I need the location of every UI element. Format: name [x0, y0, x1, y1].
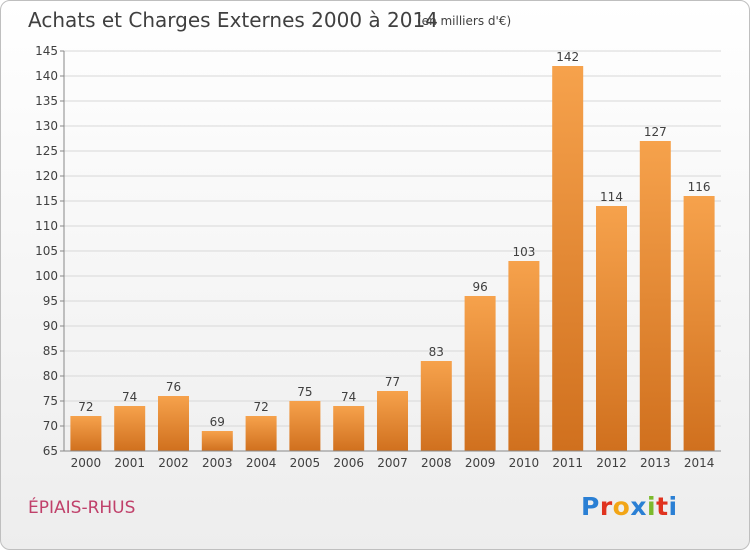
bar	[508, 261, 540, 451]
chart-title: Achats et Charges Externes 2000 à 2014	[28, 8, 438, 32]
y-tick-label: 135	[35, 94, 58, 108]
data-label: 83	[429, 345, 444, 359]
bar	[420, 361, 452, 451]
x-tick-label: 2002	[158, 456, 189, 470]
bars	[70, 66, 715, 451]
logo-letter: i	[647, 492, 657, 521]
y-tick-label: 120	[35, 169, 58, 183]
data-label: 77	[385, 375, 400, 389]
y-tick-label: 125	[35, 144, 58, 158]
bar	[464, 296, 496, 451]
data-label: 142	[556, 50, 579, 64]
data-label: 96	[472, 280, 487, 294]
x-tick-label: 2008	[421, 456, 452, 470]
logo-letter: x	[630, 492, 647, 521]
logo-letter: o	[612, 492, 631, 521]
data-label: 114	[600, 190, 623, 204]
y-tick-label: 140	[35, 69, 58, 83]
bar	[377, 391, 408, 451]
proxiti-logo: Proxiti	[581, 492, 678, 521]
y-tick-label: 95	[43, 294, 58, 308]
x-tick-label: 2014	[684, 456, 715, 470]
y-tick-label: 100	[35, 269, 58, 283]
y-tick-label: 80	[43, 369, 58, 383]
x-tick-label: 2011	[552, 456, 583, 470]
bar	[596, 206, 627, 451]
data-label: 72	[253, 400, 268, 414]
chart-subtitle: (en milliers d'€)	[417, 14, 512, 28]
x-tick-label: 2009	[465, 456, 496, 470]
x-tick-label: 2003	[202, 456, 233, 470]
y-tick-label: 65	[43, 444, 58, 458]
data-label: 116	[688, 180, 711, 194]
data-label: 76	[166, 380, 181, 394]
data-label: 74	[122, 390, 137, 404]
y-tick-label: 70	[43, 419, 58, 433]
logo-letter: r	[599, 492, 613, 521]
bar	[683, 196, 715, 451]
y-tick-label: 145	[35, 44, 58, 58]
bar	[70, 416, 102, 451]
y-tick-label: 75	[43, 394, 58, 408]
bar	[158, 396, 189, 451]
x-tick-label: 2013	[640, 456, 671, 470]
bar	[201, 431, 233, 451]
data-label: 72	[78, 400, 93, 414]
y-tick-label: 85	[43, 344, 58, 358]
x-tick-label: 2012	[596, 456, 627, 470]
x-tick-label: 2000	[71, 456, 102, 470]
y-tick-label: 130	[35, 119, 58, 133]
bar	[245, 416, 277, 451]
bar	[114, 406, 146, 451]
x-tick-label: 2007	[377, 456, 408, 470]
commune-name: ÉPIAIS-RHUS	[28, 498, 136, 518]
x-tick-label: 2010	[509, 456, 540, 470]
labels: 72 2000 74 2001 76 2002 69 2003 72 2004 75 2005 74 20…	[71, 50, 715, 470]
data-label: 74	[341, 390, 356, 404]
y-tick-label: 115	[35, 194, 58, 208]
y-tick-label: 110	[35, 219, 58, 233]
logo-letter: i	[668, 492, 678, 521]
data-label: 75	[297, 385, 312, 399]
bar	[289, 401, 321, 451]
x-tick-label: 2001	[114, 456, 145, 470]
x-tick-label: 2004	[246, 456, 277, 470]
data-label: 127	[644, 125, 667, 139]
logo-letter: t	[656, 492, 669, 521]
axes: 65 70 75 80 85 90 95 100 105 110 115 120 125 130 135 14…	[35, 44, 721, 458]
data-label: 69	[210, 415, 225, 429]
x-tick-label: 2005	[290, 456, 321, 470]
bar	[639, 141, 671, 451]
y-tick-label: 105	[35, 244, 58, 258]
logo-letter: P	[581, 492, 600, 521]
x-tick-label: 2006	[333, 456, 364, 470]
bar	[552, 66, 584, 451]
bar	[333, 406, 365, 451]
data-label: 103	[512, 245, 535, 259]
y-tick-label: 90	[43, 319, 58, 333]
